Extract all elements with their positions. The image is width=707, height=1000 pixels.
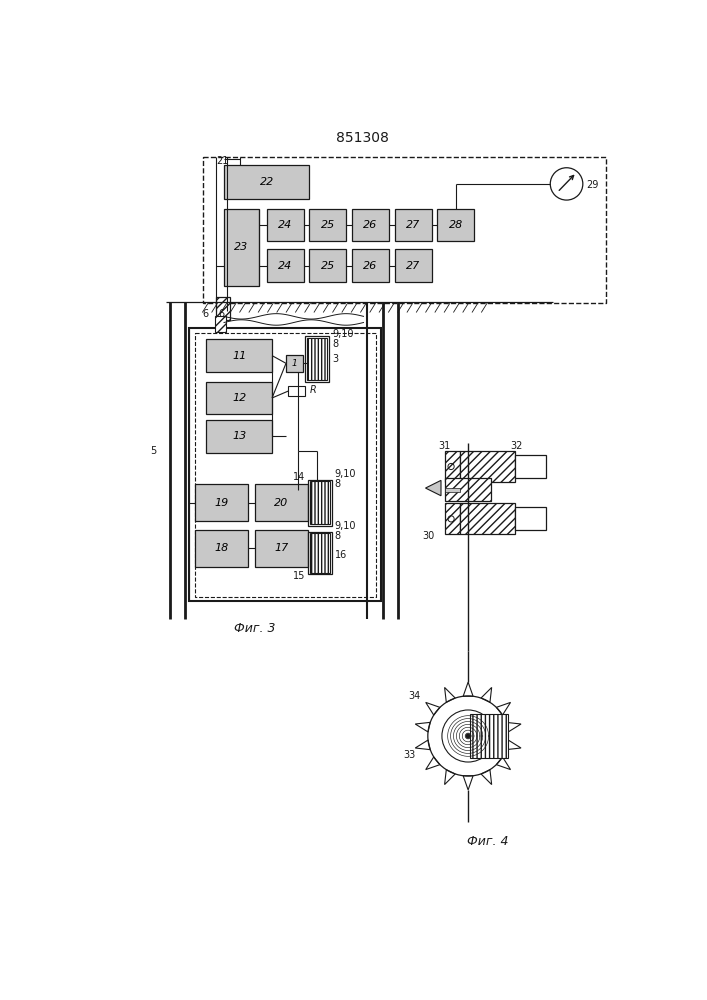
Text: 24: 24 xyxy=(278,220,293,230)
Text: 11: 11 xyxy=(232,351,246,361)
Text: Фиг. 3: Фиг. 3 xyxy=(234,622,276,635)
Text: 25: 25 xyxy=(321,261,335,271)
Bar xyxy=(195,530,248,567)
Bar xyxy=(515,455,546,478)
Text: 19: 19 xyxy=(214,498,229,508)
Bar xyxy=(445,503,460,534)
Text: 25: 25 xyxy=(321,220,335,230)
Bar xyxy=(460,451,515,482)
Text: 9,10: 9,10 xyxy=(335,469,356,479)
Text: 5: 5 xyxy=(151,446,156,456)
Text: 13: 13 xyxy=(232,431,246,441)
Bar xyxy=(309,249,346,282)
Text: 9,10: 9,10 xyxy=(335,521,356,531)
Bar xyxy=(352,249,389,282)
Bar xyxy=(445,451,460,482)
Text: 24: 24 xyxy=(278,261,293,271)
Bar xyxy=(189,328,381,601)
Text: 8: 8 xyxy=(332,339,339,349)
Bar xyxy=(206,339,272,372)
Bar xyxy=(267,209,304,241)
Bar xyxy=(469,714,508,758)
Bar xyxy=(224,165,309,199)
Text: 20: 20 xyxy=(274,498,288,508)
Text: 14: 14 xyxy=(293,472,305,482)
Text: 9,10: 9,10 xyxy=(332,329,354,339)
Bar xyxy=(216,297,230,320)
Text: 30: 30 xyxy=(423,531,435,541)
Bar xyxy=(352,209,389,241)
Bar xyxy=(395,209,432,241)
Bar xyxy=(195,484,248,521)
Polygon shape xyxy=(426,480,441,496)
Text: 31: 31 xyxy=(438,441,450,451)
Bar xyxy=(286,355,303,372)
Text: 6: 6 xyxy=(218,309,225,319)
Text: 17: 17 xyxy=(274,543,288,553)
Bar xyxy=(288,386,305,396)
Bar xyxy=(309,209,346,241)
Text: 28: 28 xyxy=(449,220,463,230)
Text: 18: 18 xyxy=(214,543,229,553)
Bar xyxy=(206,382,272,414)
Bar xyxy=(305,336,329,382)
Text: 6: 6 xyxy=(202,309,209,319)
Text: 32: 32 xyxy=(510,441,523,451)
Text: 8: 8 xyxy=(335,479,341,489)
Text: 15: 15 xyxy=(293,571,305,581)
Bar xyxy=(267,249,304,282)
Text: 851308: 851308 xyxy=(337,131,389,145)
Text: Фиг. 4: Фиг. 4 xyxy=(467,835,508,848)
Text: 3: 3 xyxy=(332,354,339,364)
Bar xyxy=(460,503,515,534)
Text: 8: 8 xyxy=(335,531,341,541)
Text: 12: 12 xyxy=(232,393,246,403)
Bar xyxy=(445,478,491,501)
Bar xyxy=(437,209,474,241)
Bar xyxy=(307,338,327,380)
Bar xyxy=(308,532,332,574)
Text: 1: 1 xyxy=(292,359,298,368)
Text: 33: 33 xyxy=(403,750,416,760)
Bar xyxy=(308,480,332,526)
Text: 22: 22 xyxy=(259,177,274,187)
Bar xyxy=(194,333,376,597)
Text: 34: 34 xyxy=(408,691,420,701)
Bar xyxy=(206,420,272,453)
Text: 21: 21 xyxy=(216,156,228,166)
Text: 23: 23 xyxy=(234,242,249,252)
Bar xyxy=(310,481,330,524)
Bar xyxy=(215,316,226,332)
Text: 26: 26 xyxy=(363,261,378,271)
Text: 29: 29 xyxy=(586,180,598,190)
Text: 27: 27 xyxy=(406,220,420,230)
Text: 26: 26 xyxy=(363,220,378,230)
Bar xyxy=(255,484,308,521)
Text: R: R xyxy=(309,385,316,395)
Text: 27: 27 xyxy=(406,261,420,271)
Circle shape xyxy=(466,734,470,738)
Bar xyxy=(515,507,546,530)
Text: 16: 16 xyxy=(335,550,347,560)
Bar xyxy=(310,533,330,573)
Bar xyxy=(224,209,259,286)
Bar xyxy=(255,530,308,567)
Bar xyxy=(203,157,606,303)
Bar xyxy=(445,488,460,492)
Bar xyxy=(395,249,432,282)
